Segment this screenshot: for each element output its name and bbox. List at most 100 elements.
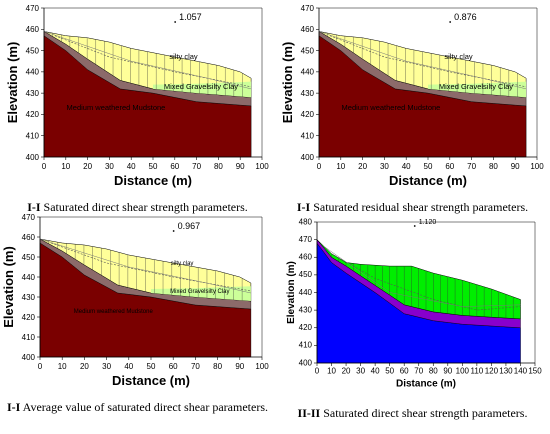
safety-factor-label: 0.876 bbox=[454, 12, 477, 22]
slip-surface-2 bbox=[39, 238, 251, 294]
x-tick-label: 0 bbox=[317, 162, 322, 171]
x-tick-label: 80 bbox=[429, 367, 438, 376]
y-tick-label: 440 bbox=[301, 68, 315, 77]
gravel-clay-label: Mixed Gravelsilty Clay bbox=[164, 82, 238, 91]
y-tick-label: 430 bbox=[22, 293, 36, 302]
x-tick-label: 10 bbox=[336, 162, 345, 171]
x-tick-label: 20 bbox=[342, 367, 351, 376]
x-tick-label: 70 bbox=[414, 367, 423, 376]
silty-clay-label: silty clay bbox=[171, 261, 194, 267]
y-tick-label: 470 bbox=[299, 235, 313, 244]
x-tick-label: 0 bbox=[38, 362, 43, 371]
x-tick-label: 40 bbox=[127, 162, 136, 171]
slip-center-dot bbox=[172, 230, 175, 232]
y-tick-label: 400 bbox=[22, 353, 36, 362]
y-tick-label: 400 bbox=[299, 358, 313, 367]
x-axis-title: Distance (m) bbox=[114, 173, 192, 188]
y-axis-title: Elevation (m) bbox=[286, 261, 297, 324]
safety-factor-label: 0.967 bbox=[178, 221, 201, 231]
x-tick-label: 100 bbox=[530, 162, 544, 171]
x-tick-label: 60 bbox=[170, 162, 179, 171]
chart-panel-2: 0 10 20 30 40 50 60 70 80 90 100 400 410 420 430 440 450… bbox=[275, 0, 550, 217]
slip-surface-2 bbox=[318, 31, 527, 90]
x-tick-label: 70 bbox=[191, 362, 200, 371]
y-tick-label: 430 bbox=[299, 305, 313, 314]
x-tick-label: 70 bbox=[192, 162, 201, 171]
x-axis-title: Distance (m) bbox=[396, 379, 456, 390]
caption-3: I-I Average value of saturated direct sh… bbox=[6, 400, 268, 414]
x-tick-label: 20 bbox=[80, 362, 89, 371]
x-tick-label: 0 bbox=[42, 162, 47, 171]
y-tick-label: 420 bbox=[299, 323, 313, 332]
y-tick-label: 480 bbox=[299, 217, 313, 226]
y-tick-label: 400 bbox=[26, 153, 40, 162]
y-tick-label: 460 bbox=[22, 233, 36, 242]
x-tick-label: 100 bbox=[456, 367, 470, 376]
y-tick-label: 410 bbox=[299, 341, 313, 350]
x-tick-label: 90 bbox=[443, 367, 452, 376]
caption-2: I-I Saturated residual shear strength pa… bbox=[296, 200, 529, 214]
slip-surface bbox=[331, 253, 521, 311]
gravel-clay-region bbox=[428, 81, 527, 98]
y-tick-label: 460 bbox=[301, 25, 315, 34]
safety-factor-label: 1.120 bbox=[419, 219, 437, 226]
x-tick-label: 60 bbox=[169, 362, 178, 371]
mudstone-label: Medium weathered Mudstone bbox=[342, 103, 441, 112]
chart-panel-4: 0 10 20 30 40 50 60 70 80 90 100 110 120 130 140 150 400… bbox=[275, 217, 550, 434]
y-tick-label: 470 bbox=[26, 4, 40, 13]
x-tick-label: 10 bbox=[327, 367, 336, 376]
y-tick-label: 440 bbox=[299, 288, 313, 297]
x-tick-label: 140 bbox=[514, 367, 528, 376]
gravel-clay-region bbox=[151, 286, 251, 301]
x-axis-title: Distance (m) bbox=[389, 173, 467, 188]
slip-surface-2 bbox=[324, 246, 521, 307]
mudstone-label: Medium weathered Mudstone bbox=[67, 103, 166, 112]
x-tick-label: 60 bbox=[445, 162, 454, 171]
slip-surface bbox=[54, 35, 252, 88]
y-tick-label: 430 bbox=[301, 89, 315, 98]
x-tick-label: 10 bbox=[61, 162, 70, 171]
y-tick-label: 470 bbox=[301, 4, 315, 13]
y-tick-label: 410 bbox=[26, 132, 40, 141]
x-tick-label: 30 bbox=[105, 162, 114, 171]
y-tick-label: 430 bbox=[26, 89, 40, 98]
x-tick-label: 120 bbox=[485, 367, 499, 376]
y-tick-label: 410 bbox=[301, 132, 315, 141]
x-tick-label: 130 bbox=[499, 367, 513, 376]
slip-center-dot bbox=[174, 21, 177, 23]
y-tick-label: 470 bbox=[22, 213, 36, 222]
gravel-clay-label: Mixed Gravelsilty Clay bbox=[439, 82, 513, 91]
x-tick-label: 80 bbox=[214, 162, 223, 171]
y-axis-title: Elevation (m) bbox=[5, 42, 20, 124]
y-tick-label: 460 bbox=[299, 253, 313, 262]
x-tick-label: 50 bbox=[385, 367, 394, 376]
gravel-clay-label: Mixed Gravelsilty Clay bbox=[170, 289, 229, 295]
x-tick-label: 20 bbox=[358, 162, 367, 171]
y-axis-title: Elevation (m) bbox=[1, 246, 16, 328]
slip-surface bbox=[329, 35, 527, 88]
silty-clay-label: silty clay bbox=[169, 52, 198, 61]
x-tick-label: 90 bbox=[236, 162, 245, 171]
chart-svg-3: 0 10 20 30 40 50 60 70 80 90 100 400 410 420 430 440 450… bbox=[1, 213, 269, 388]
x-tick-label: 80 bbox=[489, 162, 498, 171]
x-tick-label: 70 bbox=[467, 162, 476, 171]
y-tick-label: 440 bbox=[22, 273, 36, 282]
caption-4: II-II Saturated direct shear strength pa… bbox=[297, 406, 528, 420]
x-tick-label: 50 bbox=[424, 162, 433, 171]
y-tick-label: 450 bbox=[299, 270, 313, 279]
x-tick-label: 40 bbox=[124, 362, 133, 371]
x-tick-label: 40 bbox=[402, 162, 411, 171]
x-tick-label: 90 bbox=[235, 362, 244, 371]
y-tick-label: 460 bbox=[26, 25, 40, 34]
chart-svg-2: 0 10 20 30 40 50 60 70 80 90 100 400 410 420 430 440 450… bbox=[280, 4, 544, 188]
x-tick-label: 20 bbox=[83, 162, 92, 171]
chart-svg-1: 0 10 20 30 40 50 60 70 80 90 100 400 410 420 430 440 450… bbox=[5, 4, 269, 188]
x-tick-label: 150 bbox=[528, 367, 542, 376]
x-tick-label: 60 bbox=[400, 367, 409, 376]
x-tick-label: 100 bbox=[255, 162, 269, 171]
y-axis-title: Elevation (m) bbox=[280, 42, 295, 124]
caption-1: I-I Saturated direct shear strength para… bbox=[27, 200, 248, 214]
slip-surface-2 bbox=[43, 31, 252, 90]
x-tick-label: 50 bbox=[147, 362, 156, 371]
y-tick-label: 410 bbox=[22, 333, 36, 342]
